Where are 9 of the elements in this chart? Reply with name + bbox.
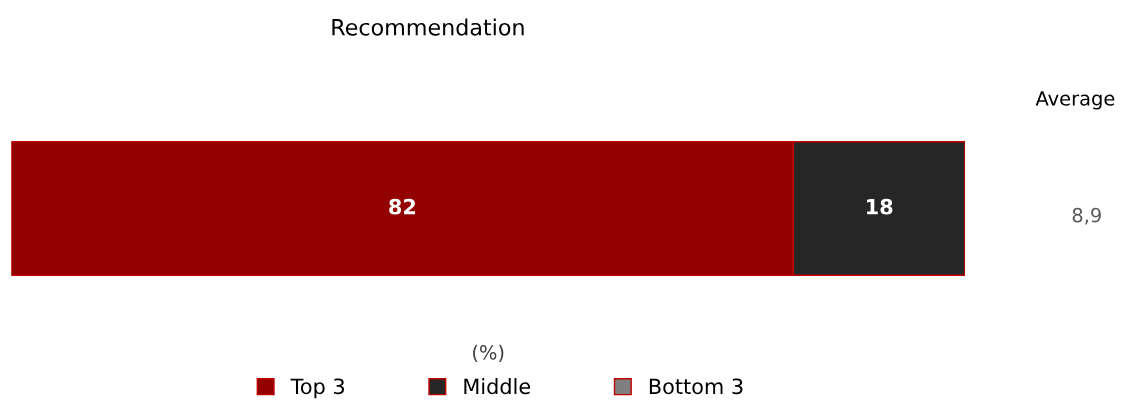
text: Average (1035, 91, 1115, 110)
data-label: 18 (867, 198, 893, 215)
legend-label: Top 3 (290, 378, 345, 399)
x-axis-title: (%) (473, 344, 504, 363)
data-label: 82 (389, 198, 416, 215)
chart-title: Recommendation (332, 18, 524, 36)
legend-label: Middle (464, 378, 531, 395)
legend-label: Bottom 3 (649, 378, 743, 395)
text: 8,9 (1072, 207, 1101, 225)
